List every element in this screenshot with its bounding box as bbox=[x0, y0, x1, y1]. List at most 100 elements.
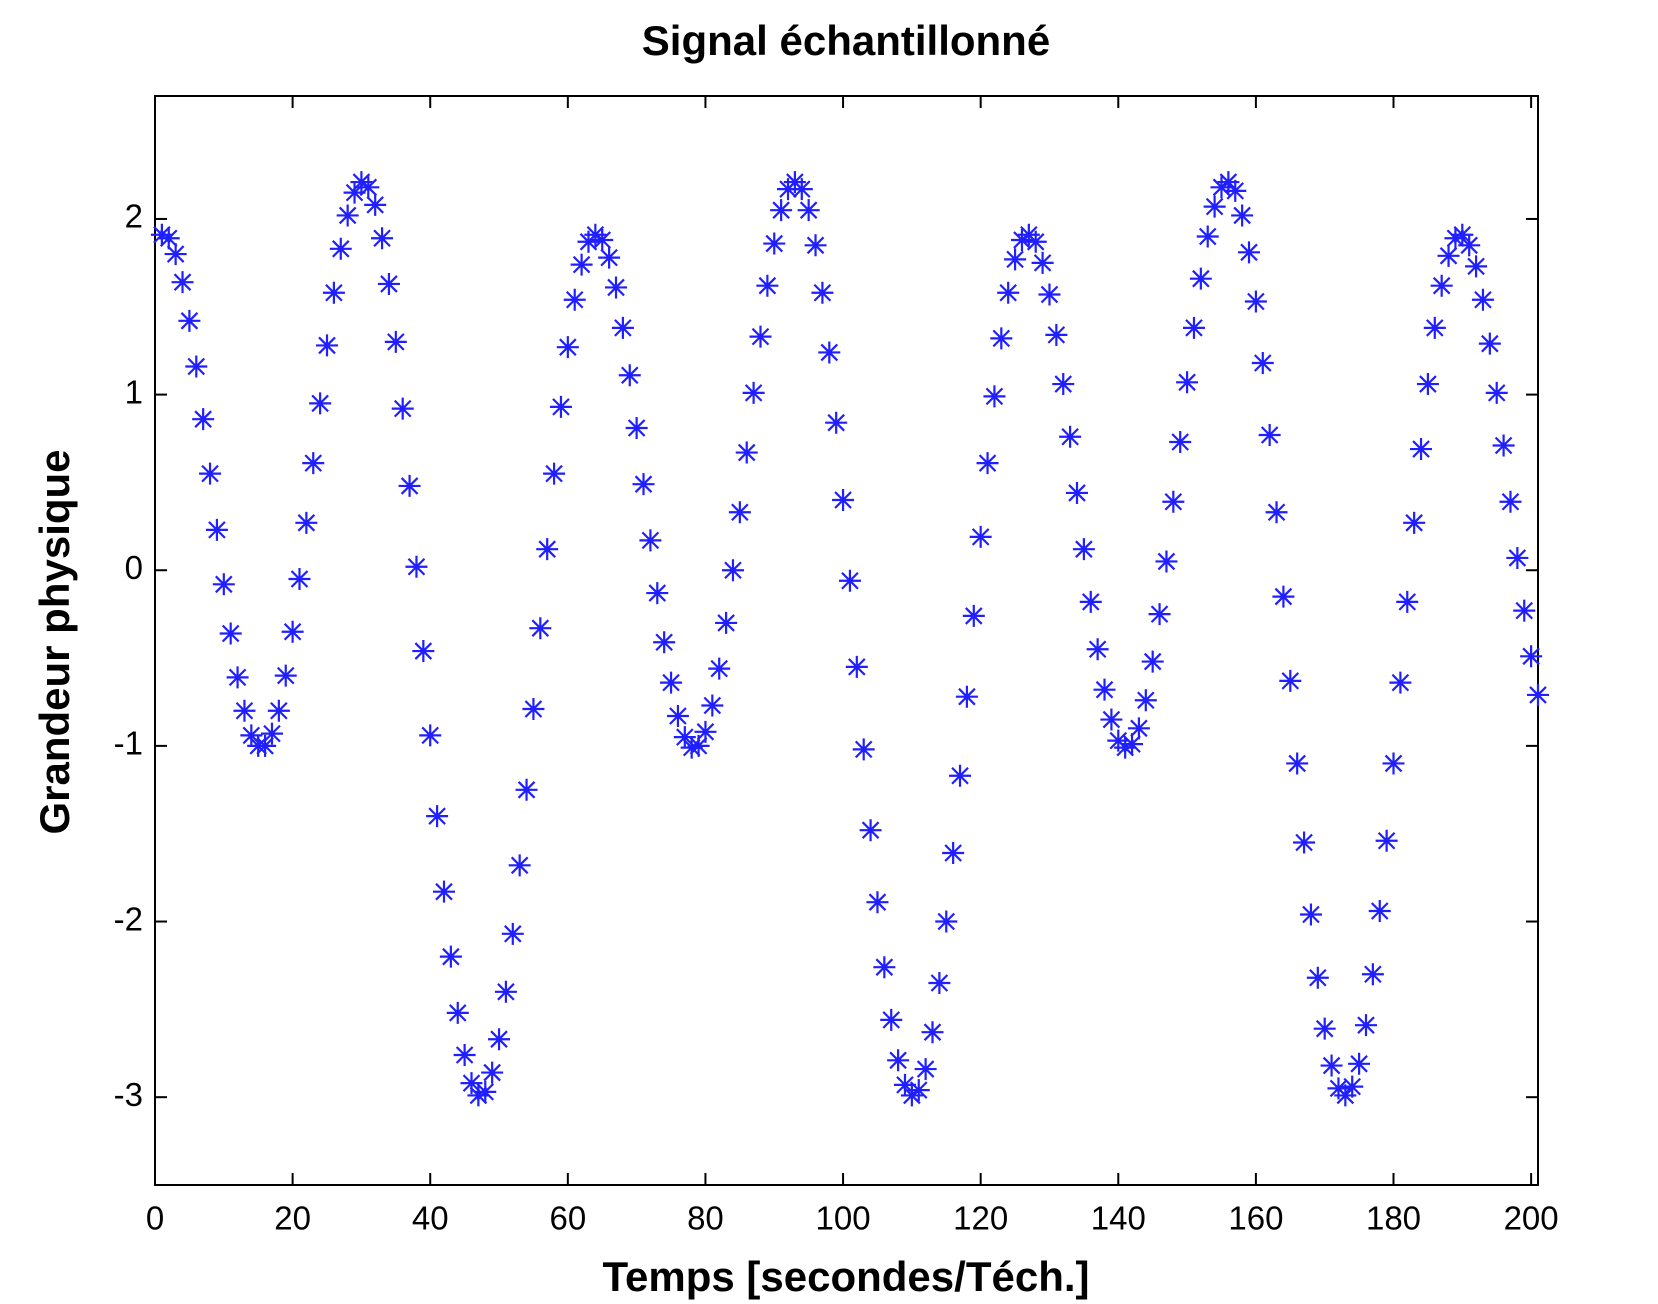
y-tick-label: 0 bbox=[125, 549, 143, 586]
asterisk-marker bbox=[1299, 903, 1322, 926]
asterisk-marker bbox=[1293, 831, 1316, 854]
asterisk-marker bbox=[178, 309, 201, 332]
asterisk-marker bbox=[811, 281, 834, 304]
asterisk-marker bbox=[955, 685, 978, 708]
asterisk-marker bbox=[549, 395, 572, 418]
asterisk-marker bbox=[1141, 650, 1164, 673]
asterisk-marker bbox=[715, 611, 738, 634]
asterisk-marker bbox=[804, 234, 827, 257]
asterisk-marker bbox=[660, 671, 683, 694]
chart-title: Signal échantillonné bbox=[642, 17, 1050, 64]
asterisk-marker bbox=[1217, 171, 1240, 194]
asterisk-marker bbox=[377, 272, 400, 295]
asterisk-marker bbox=[150, 223, 173, 246]
asterisk-marker bbox=[350, 171, 373, 194]
asterisk-marker bbox=[694, 720, 717, 743]
asterisk-marker bbox=[1182, 316, 1205, 339]
asterisk-marker bbox=[529, 617, 552, 640]
asterisk-marker bbox=[1265, 501, 1288, 524]
asterisk-marker bbox=[1093, 678, 1116, 701]
asterisk-marker bbox=[1203, 195, 1226, 218]
asterisk-marker bbox=[673, 726, 696, 749]
asterisk-marker bbox=[942, 842, 965, 865]
asterisk-marker bbox=[563, 288, 586, 311]
asterisk-marker bbox=[1010, 229, 1033, 252]
asterisk-marker bbox=[1251, 351, 1274, 374]
asterisk-marker bbox=[1079, 590, 1102, 613]
asterisk-marker bbox=[1471, 288, 1494, 311]
asterisk-marker bbox=[949, 764, 972, 787]
asterisk-marker bbox=[460, 1072, 483, 1095]
asterisk-marker bbox=[336, 204, 359, 227]
asterisk-marker bbox=[1148, 603, 1171, 626]
asterisk-marker bbox=[254, 734, 277, 757]
asterisk-marker bbox=[838, 569, 861, 592]
x-tick-label: 40 bbox=[412, 1200, 449, 1237]
asterisk-marker bbox=[357, 176, 380, 199]
asterisk-marker bbox=[295, 511, 318, 534]
asterisk-marker bbox=[1361, 963, 1384, 986]
asterisk-marker bbox=[1127, 717, 1150, 740]
asterisk-marker bbox=[935, 910, 958, 933]
asterisk-marker bbox=[364, 193, 387, 216]
y-tick-label: 2 bbox=[125, 198, 143, 235]
asterisk-marker bbox=[1121, 733, 1144, 756]
asterisk-marker bbox=[1320, 1054, 1343, 1077]
asterisk-marker bbox=[598, 246, 621, 269]
asterisk-marker bbox=[391, 397, 414, 420]
asterisk-marker bbox=[914, 1058, 937, 1081]
asterisk-marker bbox=[1306, 966, 1329, 989]
asterisk-marker bbox=[1437, 244, 1460, 267]
x-tick-label: 140 bbox=[1091, 1200, 1146, 1237]
asterisk-marker bbox=[432, 880, 455, 903]
x-tick-label: 180 bbox=[1366, 1200, 1421, 1237]
asterisk-marker bbox=[591, 229, 614, 252]
asterisk-marker bbox=[1114, 736, 1137, 759]
asterisk-marker bbox=[322, 281, 345, 304]
asterisk-marker bbox=[646, 582, 669, 605]
asterisk-marker bbox=[625, 416, 648, 439]
asterisk-marker bbox=[302, 452, 325, 475]
asterisk-marker bbox=[1341, 1075, 1364, 1098]
asterisk-marker bbox=[907, 1079, 930, 1102]
asterisk-marker bbox=[281, 620, 304, 643]
asterisk-marker bbox=[1416, 373, 1439, 396]
asterisk-marker bbox=[474, 1080, 497, 1103]
asterisk-marker bbox=[1520, 645, 1543, 668]
asterisk-marker bbox=[453, 1044, 476, 1067]
asterisk-marker bbox=[522, 698, 545, 721]
asterisk-marker bbox=[1272, 585, 1295, 608]
asterisk-marker bbox=[467, 1084, 490, 1107]
asterisk-marker bbox=[735, 441, 758, 464]
x-tick-label: 20 bbox=[274, 1200, 311, 1237]
asterisk-marker bbox=[274, 664, 297, 687]
asterisk-marker bbox=[260, 722, 283, 745]
asterisk-marker bbox=[832, 488, 855, 511]
asterisk-marker bbox=[1072, 538, 1095, 561]
asterisk-marker bbox=[1196, 225, 1219, 248]
asterisk-marker bbox=[1492, 434, 1515, 457]
asterisk-marker bbox=[721, 559, 744, 582]
asterisk-marker bbox=[240, 724, 263, 747]
asterisk-marker bbox=[494, 980, 517, 1003]
asterisk-marker bbox=[426, 805, 449, 828]
asterisk-marker bbox=[1527, 683, 1549, 706]
asterisk-marker bbox=[1458, 234, 1481, 257]
y-tick-label: -1 bbox=[114, 725, 143, 762]
asterisk-marker bbox=[199, 462, 222, 485]
x-tick-label: 80 bbox=[687, 1200, 724, 1237]
asterisk-marker bbox=[1313, 1017, 1336, 1040]
asterisk-marker bbox=[770, 199, 793, 222]
asterisk-marker bbox=[1410, 438, 1433, 461]
asterisk-marker bbox=[790, 178, 813, 201]
asterisk-marker bbox=[990, 327, 1013, 350]
y-axis-label: Grandeur physique bbox=[31, 449, 78, 834]
asterisk-marker bbox=[1451, 223, 1474, 246]
asterisk-marker bbox=[962, 604, 985, 627]
asterisk-marker bbox=[1244, 290, 1267, 313]
asterisk-marker bbox=[405, 555, 428, 578]
asterisk-marker bbox=[900, 1084, 923, 1107]
x-tick-label: 200 bbox=[1504, 1200, 1559, 1237]
asterisk-marker bbox=[1134, 689, 1157, 712]
asterisk-marker bbox=[267, 699, 290, 722]
